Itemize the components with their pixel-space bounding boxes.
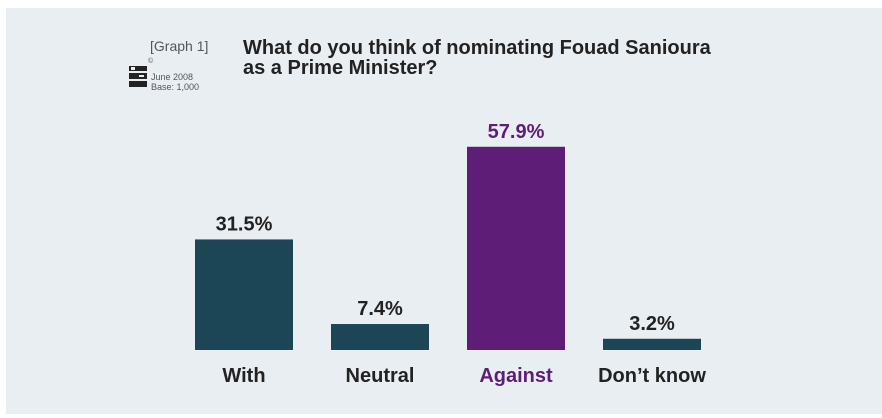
survey-base: Base: 1,000 <box>151 82 200 92</box>
chart-title-line-1: What do you think of nominating Fouad Sa… <box>243 37 711 59</box>
bar-2 <box>467 146 565 350</box>
graph-number-label: [Graph 1] <box>150 38 209 54</box>
chart-title-line-2: as a Prime Minister? <box>243 57 438 79</box>
chart-title: What do you think of nominating Fouad Sa… <box>243 38 803 78</box>
category-label-1: Neutral <box>346 365 415 387</box>
bar-value-label-2: 57.9% <box>488 121 545 143</box>
info-pro-logo-icon <box>128 64 148 90</box>
category-label-0: With <box>222 365 265 387</box>
survey-meta: June 2008 Base: 1,000 <box>151 72 199 92</box>
bar-1 <box>331 324 429 350</box>
bar-value-label-0: 31.5% <box>216 213 273 235</box>
survey-date: June 2008 <box>151 72 194 82</box>
bar-value-label-3: 3.2% <box>629 313 675 335</box>
category-label-3: Don’t know <box>598 365 706 387</box>
bar-0 <box>195 239 293 350</box>
bar-3 <box>603 338 701 350</box>
copyright-mark: © <box>148 58 154 65</box>
category-label-2: Against <box>479 365 553 387</box>
chart-panel <box>6 8 882 414</box>
bar-value-label-1: 7.4% <box>357 298 403 320</box>
